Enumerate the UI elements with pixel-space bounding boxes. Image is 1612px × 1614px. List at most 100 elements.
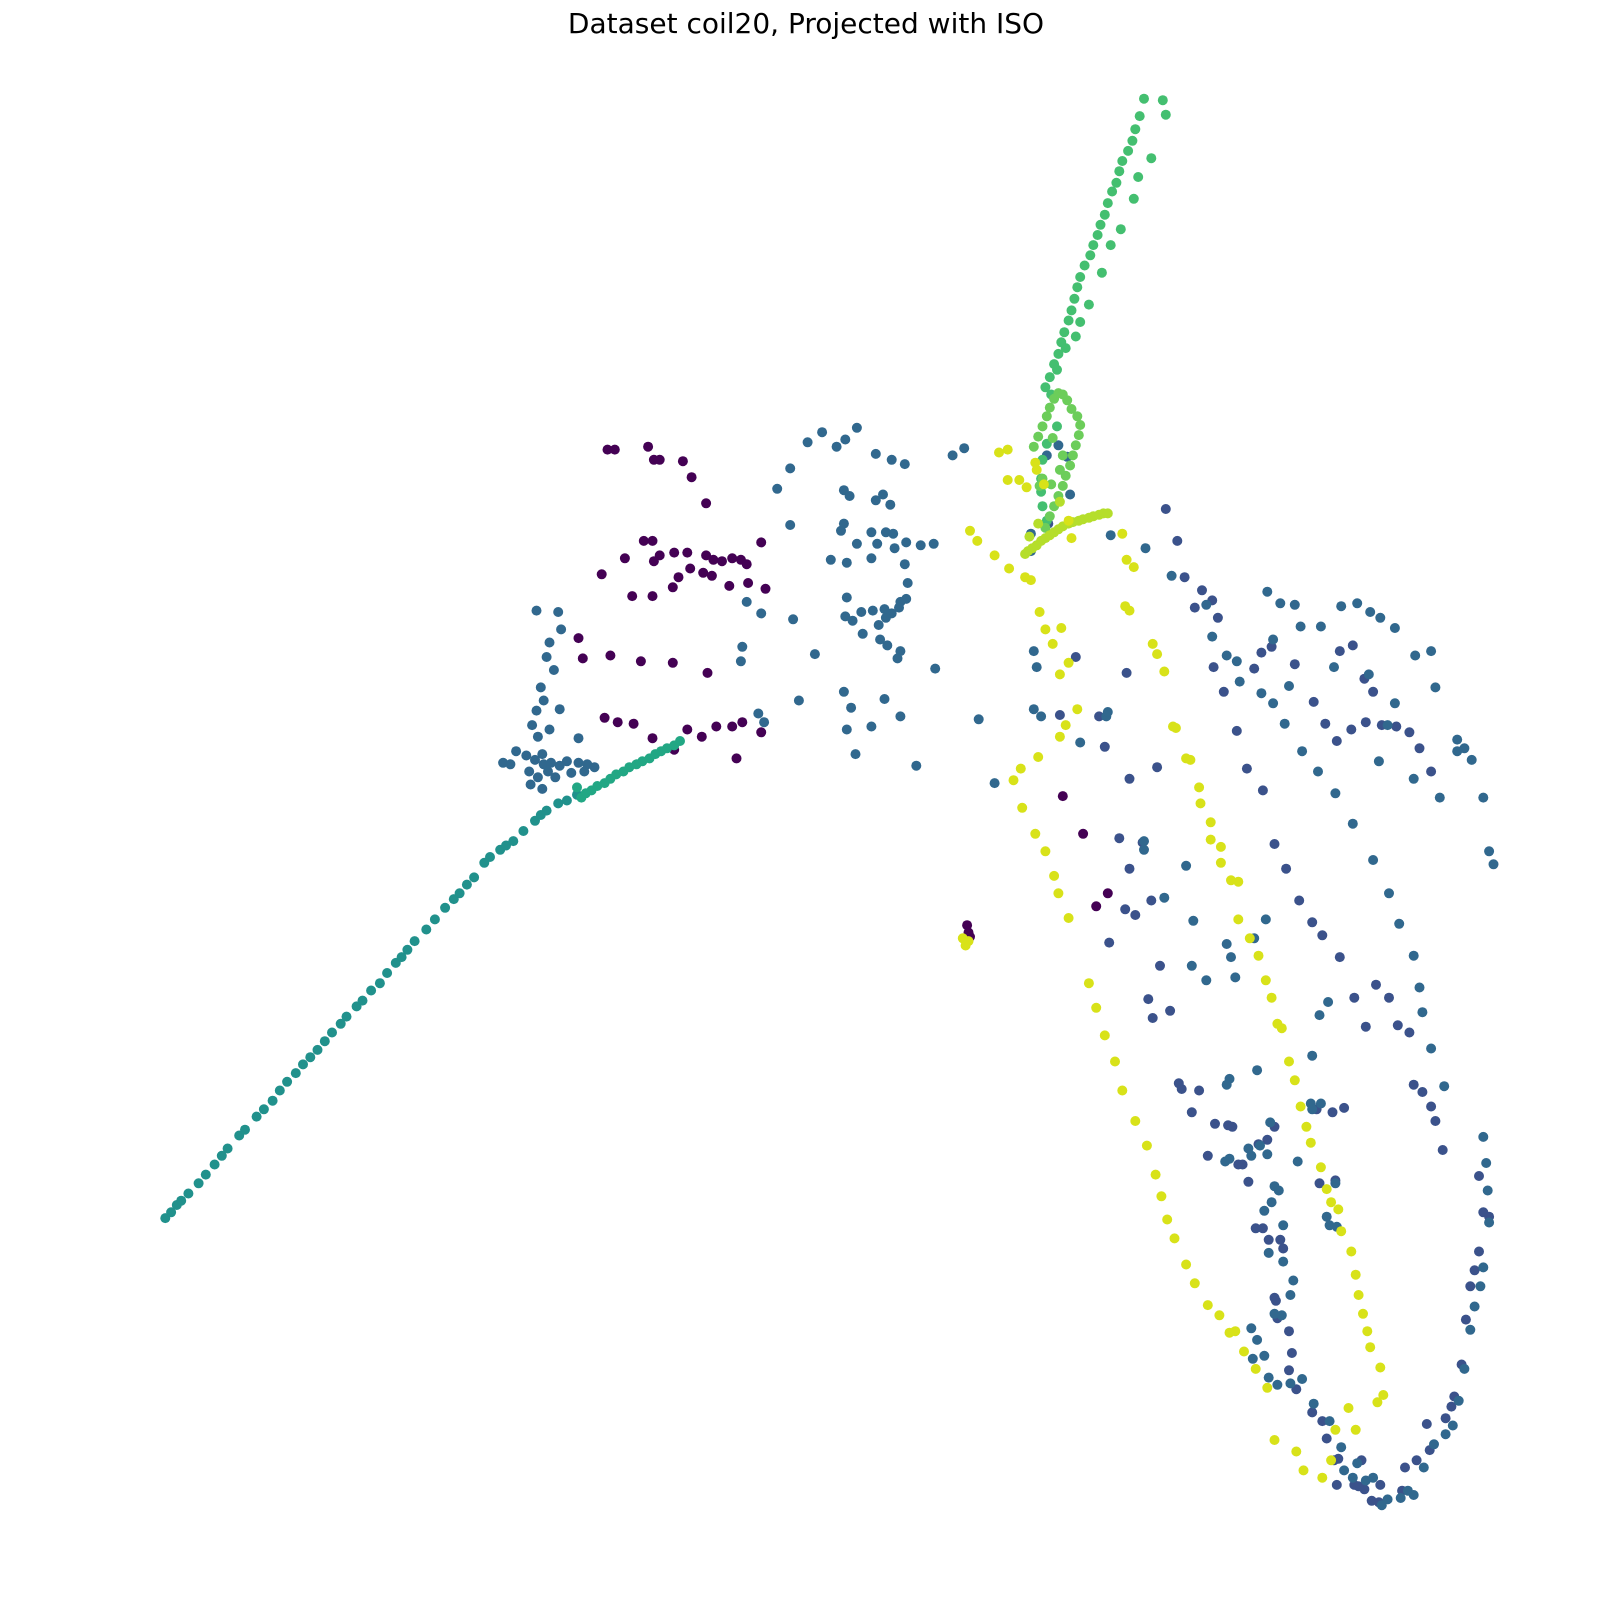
scatter-point xyxy=(1484,846,1495,857)
scatter-point xyxy=(1067,450,1078,461)
scatter-point xyxy=(327,1027,337,1038)
scatter-point xyxy=(599,712,610,723)
scatter-point xyxy=(1181,1259,1192,1270)
scatter-point xyxy=(421,924,432,935)
scatter-point xyxy=(1189,1278,1200,1289)
scatter-point xyxy=(1265,1117,1276,1128)
scatter-point xyxy=(1430,682,1441,693)
scatter-point xyxy=(841,724,852,735)
scatter-point xyxy=(298,1059,308,1070)
scatter-point xyxy=(1266,992,1277,1003)
scatter-point xyxy=(176,1195,187,1206)
scatter-point xyxy=(596,569,607,580)
scatter-point xyxy=(947,450,958,461)
scatter-point xyxy=(867,605,878,616)
scatter-point xyxy=(1159,666,1170,677)
scatter-point xyxy=(1139,836,1149,847)
scatter-point xyxy=(1368,1472,1379,1483)
scatter-point xyxy=(1417,1007,1428,1018)
scatter-point xyxy=(698,567,709,578)
scatter-point xyxy=(724,580,735,591)
scatter-point xyxy=(1099,1030,1110,1041)
scatter-point xyxy=(335,1018,346,1029)
scatter-point xyxy=(518,826,529,836)
scatter-point xyxy=(785,463,796,474)
scatter-point xyxy=(1095,219,1106,230)
scatter-point xyxy=(1360,717,1371,728)
scatter-point xyxy=(1336,1442,1347,1453)
scatter-point xyxy=(1243,1176,1254,1187)
scatter-point xyxy=(1215,841,1226,852)
scatter-point xyxy=(1147,1013,1158,1023)
scatter-point xyxy=(319,1036,330,1047)
scatter-point xyxy=(1094,711,1105,722)
scatter-point xyxy=(1252,1334,1263,1345)
scatter-point xyxy=(1052,421,1062,432)
scatter-point xyxy=(548,665,559,675)
scatter-point xyxy=(1362,1326,1373,1337)
scatter-point xyxy=(1130,910,1141,920)
scatter-point xyxy=(1063,515,1074,526)
scatter-point xyxy=(1360,1021,1371,1032)
scatter-point xyxy=(1107,186,1118,197)
scatter-point xyxy=(902,578,913,588)
scatter-point xyxy=(802,437,813,448)
scatter-point xyxy=(1350,1269,1361,1280)
scatter-point xyxy=(1231,725,1242,736)
scatter-point xyxy=(1404,727,1415,738)
scatter-point xyxy=(737,717,748,728)
scatter-point xyxy=(965,525,975,536)
scatter-point xyxy=(1249,663,1260,674)
scatter-point xyxy=(1247,1353,1258,1364)
scatter-point xyxy=(1160,109,1171,120)
scatter-point xyxy=(1128,193,1139,204)
scatter-point xyxy=(1411,1455,1422,1466)
scatter-point xyxy=(1028,441,1039,452)
scatter-point xyxy=(1478,1131,1489,1142)
scatter-point xyxy=(1152,762,1163,773)
scatter-point xyxy=(760,583,771,594)
scatter-point xyxy=(1117,156,1128,166)
scatter-point xyxy=(1256,688,1267,699)
scatter-point xyxy=(1040,846,1051,857)
scatter-point xyxy=(1460,1314,1471,1325)
scatter-point xyxy=(1263,1372,1274,1383)
scatter-point xyxy=(1331,1479,1342,1490)
scatter-point xyxy=(527,720,538,731)
scatter-point xyxy=(892,653,903,664)
scatter-point xyxy=(1215,857,1226,868)
scatter-point xyxy=(1408,1490,1419,1500)
scatter-point xyxy=(901,537,912,548)
scatter-point xyxy=(647,591,658,602)
scatter-point xyxy=(1434,792,1445,803)
scatter-point xyxy=(1124,773,1135,784)
scatter-point xyxy=(1285,1290,1296,1300)
scatter-point xyxy=(1185,754,1196,765)
scatter-point xyxy=(1317,1416,1328,1427)
scatter-point xyxy=(717,556,727,567)
scatter-point xyxy=(1465,1324,1476,1335)
scatter-point xyxy=(1143,994,1154,1005)
scatter-point xyxy=(166,1207,177,1218)
scatter-point xyxy=(1276,1310,1287,1321)
scatter-point xyxy=(638,535,649,546)
scatter-point xyxy=(727,553,738,564)
scatter-point xyxy=(1414,982,1425,993)
scatter-point xyxy=(1266,1197,1277,1208)
scatter-point xyxy=(402,944,413,955)
scatter-point xyxy=(1033,518,1044,529)
scatter-point xyxy=(541,652,552,662)
scatter-point xyxy=(1474,1171,1484,1181)
scatter-point xyxy=(1111,177,1122,188)
scatter-point xyxy=(1181,860,1192,871)
scatter-point xyxy=(1015,763,1026,774)
scatter-point xyxy=(1452,746,1463,757)
scatter-point xyxy=(1278,1256,1289,1267)
scatter-point xyxy=(1057,450,1068,461)
scatter-point xyxy=(1102,888,1113,899)
scatter-point xyxy=(1291,1446,1302,1457)
scatter-point xyxy=(429,914,440,925)
scatter-point xyxy=(1224,1153,1235,1164)
scatter-point xyxy=(1117,528,1128,539)
scatter-point xyxy=(1384,992,1394,1003)
